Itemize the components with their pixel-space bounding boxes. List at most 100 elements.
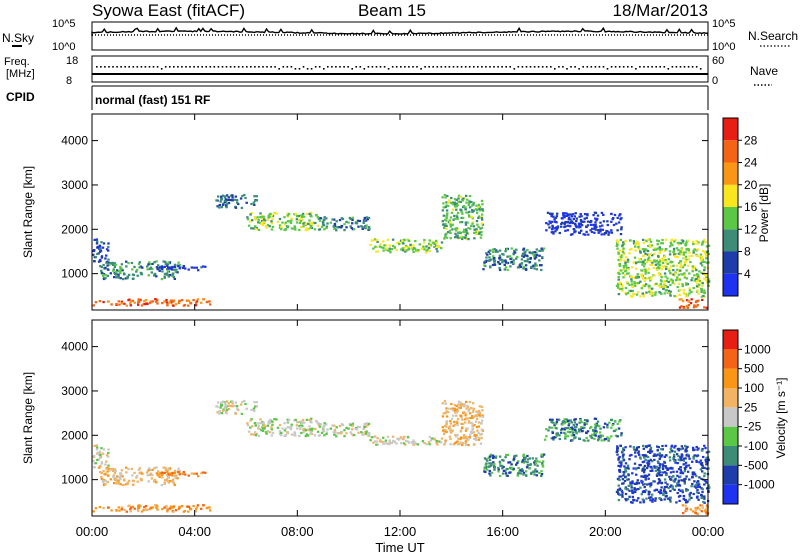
radar-cell bbox=[378, 245, 382, 248]
radar-cell bbox=[148, 261, 151, 264]
radar-cell bbox=[498, 455, 502, 458]
radar-cell bbox=[107, 245, 110, 249]
radar-cell bbox=[705, 511, 708, 514]
radar-cell bbox=[680, 249, 683, 252]
radar-cell bbox=[220, 401, 223, 404]
radar-cell bbox=[98, 456, 102, 459]
colorbar-tick-label: -1000 bbox=[744, 478, 775, 492]
radar-cell bbox=[684, 498, 687, 501]
radar-cell bbox=[675, 264, 679, 267]
radar-cell bbox=[632, 261, 635, 264]
radar-cell bbox=[475, 208, 479, 211]
radar-cell bbox=[651, 292, 655, 295]
radar-cell bbox=[287, 212, 291, 216]
radar-cell bbox=[645, 291, 648, 294]
radar-cell bbox=[170, 299, 173, 302]
radar-cell bbox=[304, 435, 307, 438]
radar-cell bbox=[580, 421, 583, 424]
radar-cell bbox=[480, 199, 484, 202]
radar-cell bbox=[700, 462, 704, 465]
radar-cell bbox=[663, 272, 667, 275]
radar-cell bbox=[442, 202, 445, 205]
radar-cell bbox=[583, 217, 586, 220]
nave-point bbox=[582, 66, 584, 68]
radar-cell bbox=[406, 436, 410, 439]
radar-cell bbox=[647, 477, 650, 480]
radar-cell bbox=[639, 457, 642, 460]
radar-cell bbox=[585, 436, 588, 439]
radar-cell bbox=[529, 472, 533, 475]
radar-cell bbox=[257, 434, 261, 437]
radar-cell bbox=[451, 409, 454, 412]
radar-cell bbox=[683, 272, 686, 275]
radar-cell bbox=[635, 481, 639, 484]
radar-cell bbox=[307, 222, 310, 225]
radar-cell bbox=[468, 401, 472, 404]
radar-cell bbox=[564, 427, 568, 430]
radar-cell bbox=[515, 257, 518, 260]
radar-cell bbox=[278, 432, 282, 435]
radar-cell bbox=[691, 240, 695, 243]
x-tick-label: 08:00 bbox=[281, 524, 314, 539]
radar-cell bbox=[459, 235, 462, 238]
radar-cell bbox=[251, 219, 254, 222]
radar-cell bbox=[141, 266, 144, 269]
radar-cell bbox=[620, 464, 623, 467]
radar-cell bbox=[252, 227, 255, 230]
radar-cell bbox=[619, 444, 622, 447]
nave-point bbox=[533, 66, 536, 68]
radar-cell bbox=[449, 231, 452, 235]
radar-cell bbox=[345, 220, 348, 223]
nave-point bbox=[160, 68, 163, 70]
radar-cell bbox=[640, 475, 644, 478]
radar-cell bbox=[458, 231, 461, 234]
radar-cell bbox=[503, 268, 506, 271]
radar-cell bbox=[369, 243, 372, 246]
radar-cell bbox=[459, 401, 462, 404]
radar-cell bbox=[237, 202, 240, 206]
radar-cell bbox=[524, 254, 527, 257]
radar-cell bbox=[691, 482, 694, 486]
radar-cell bbox=[701, 447, 704, 451]
radar-cell bbox=[624, 256, 628, 259]
nave-point bbox=[274, 66, 276, 68]
radar-cell bbox=[674, 444, 677, 448]
radar-cell bbox=[498, 462, 502, 465]
radar-cell bbox=[465, 435, 468, 438]
radar-cell bbox=[281, 427, 284, 430]
radar-cell bbox=[642, 471, 646, 474]
radar-cell bbox=[676, 484, 679, 487]
radar-cell bbox=[550, 231, 553, 234]
radar-cell bbox=[470, 204, 474, 207]
radar-cell bbox=[658, 481, 661, 484]
radar-cell bbox=[607, 439, 610, 442]
radar-cell bbox=[555, 432, 558, 435]
radar-cell bbox=[522, 471, 526, 474]
radar-cell bbox=[105, 467, 108, 470]
radar-cell bbox=[445, 201, 448, 204]
nave-point bbox=[100, 66, 102, 68]
radar-cell bbox=[457, 194, 461, 197]
radar-cell bbox=[703, 495, 706, 498]
radar-cell bbox=[375, 245, 378, 249]
radar-cell bbox=[683, 482, 686, 485]
radar-cell bbox=[685, 241, 688, 244]
radar-cell bbox=[698, 461, 701, 464]
radar-cell bbox=[470, 422, 473, 425]
radar-cell bbox=[257, 218, 260, 221]
radar-cell bbox=[657, 446, 660, 449]
radar-cell bbox=[644, 478, 647, 481]
radar-cell bbox=[133, 301, 136, 304]
radar-cell bbox=[632, 242, 636, 245]
radar-cell bbox=[464, 221, 467, 224]
radar-cell bbox=[518, 264, 521, 267]
radar-cell bbox=[302, 428, 305, 431]
radar-cell bbox=[685, 295, 688, 298]
colorbar-tick-label: 500 bbox=[744, 362, 764, 376]
radar-cell bbox=[668, 250, 672, 253]
radar-cell bbox=[335, 426, 338, 429]
radar-cell bbox=[227, 198, 230, 201]
nave-point bbox=[310, 68, 313, 70]
nave-point bbox=[314, 66, 317, 68]
radar-cell bbox=[455, 414, 458, 417]
